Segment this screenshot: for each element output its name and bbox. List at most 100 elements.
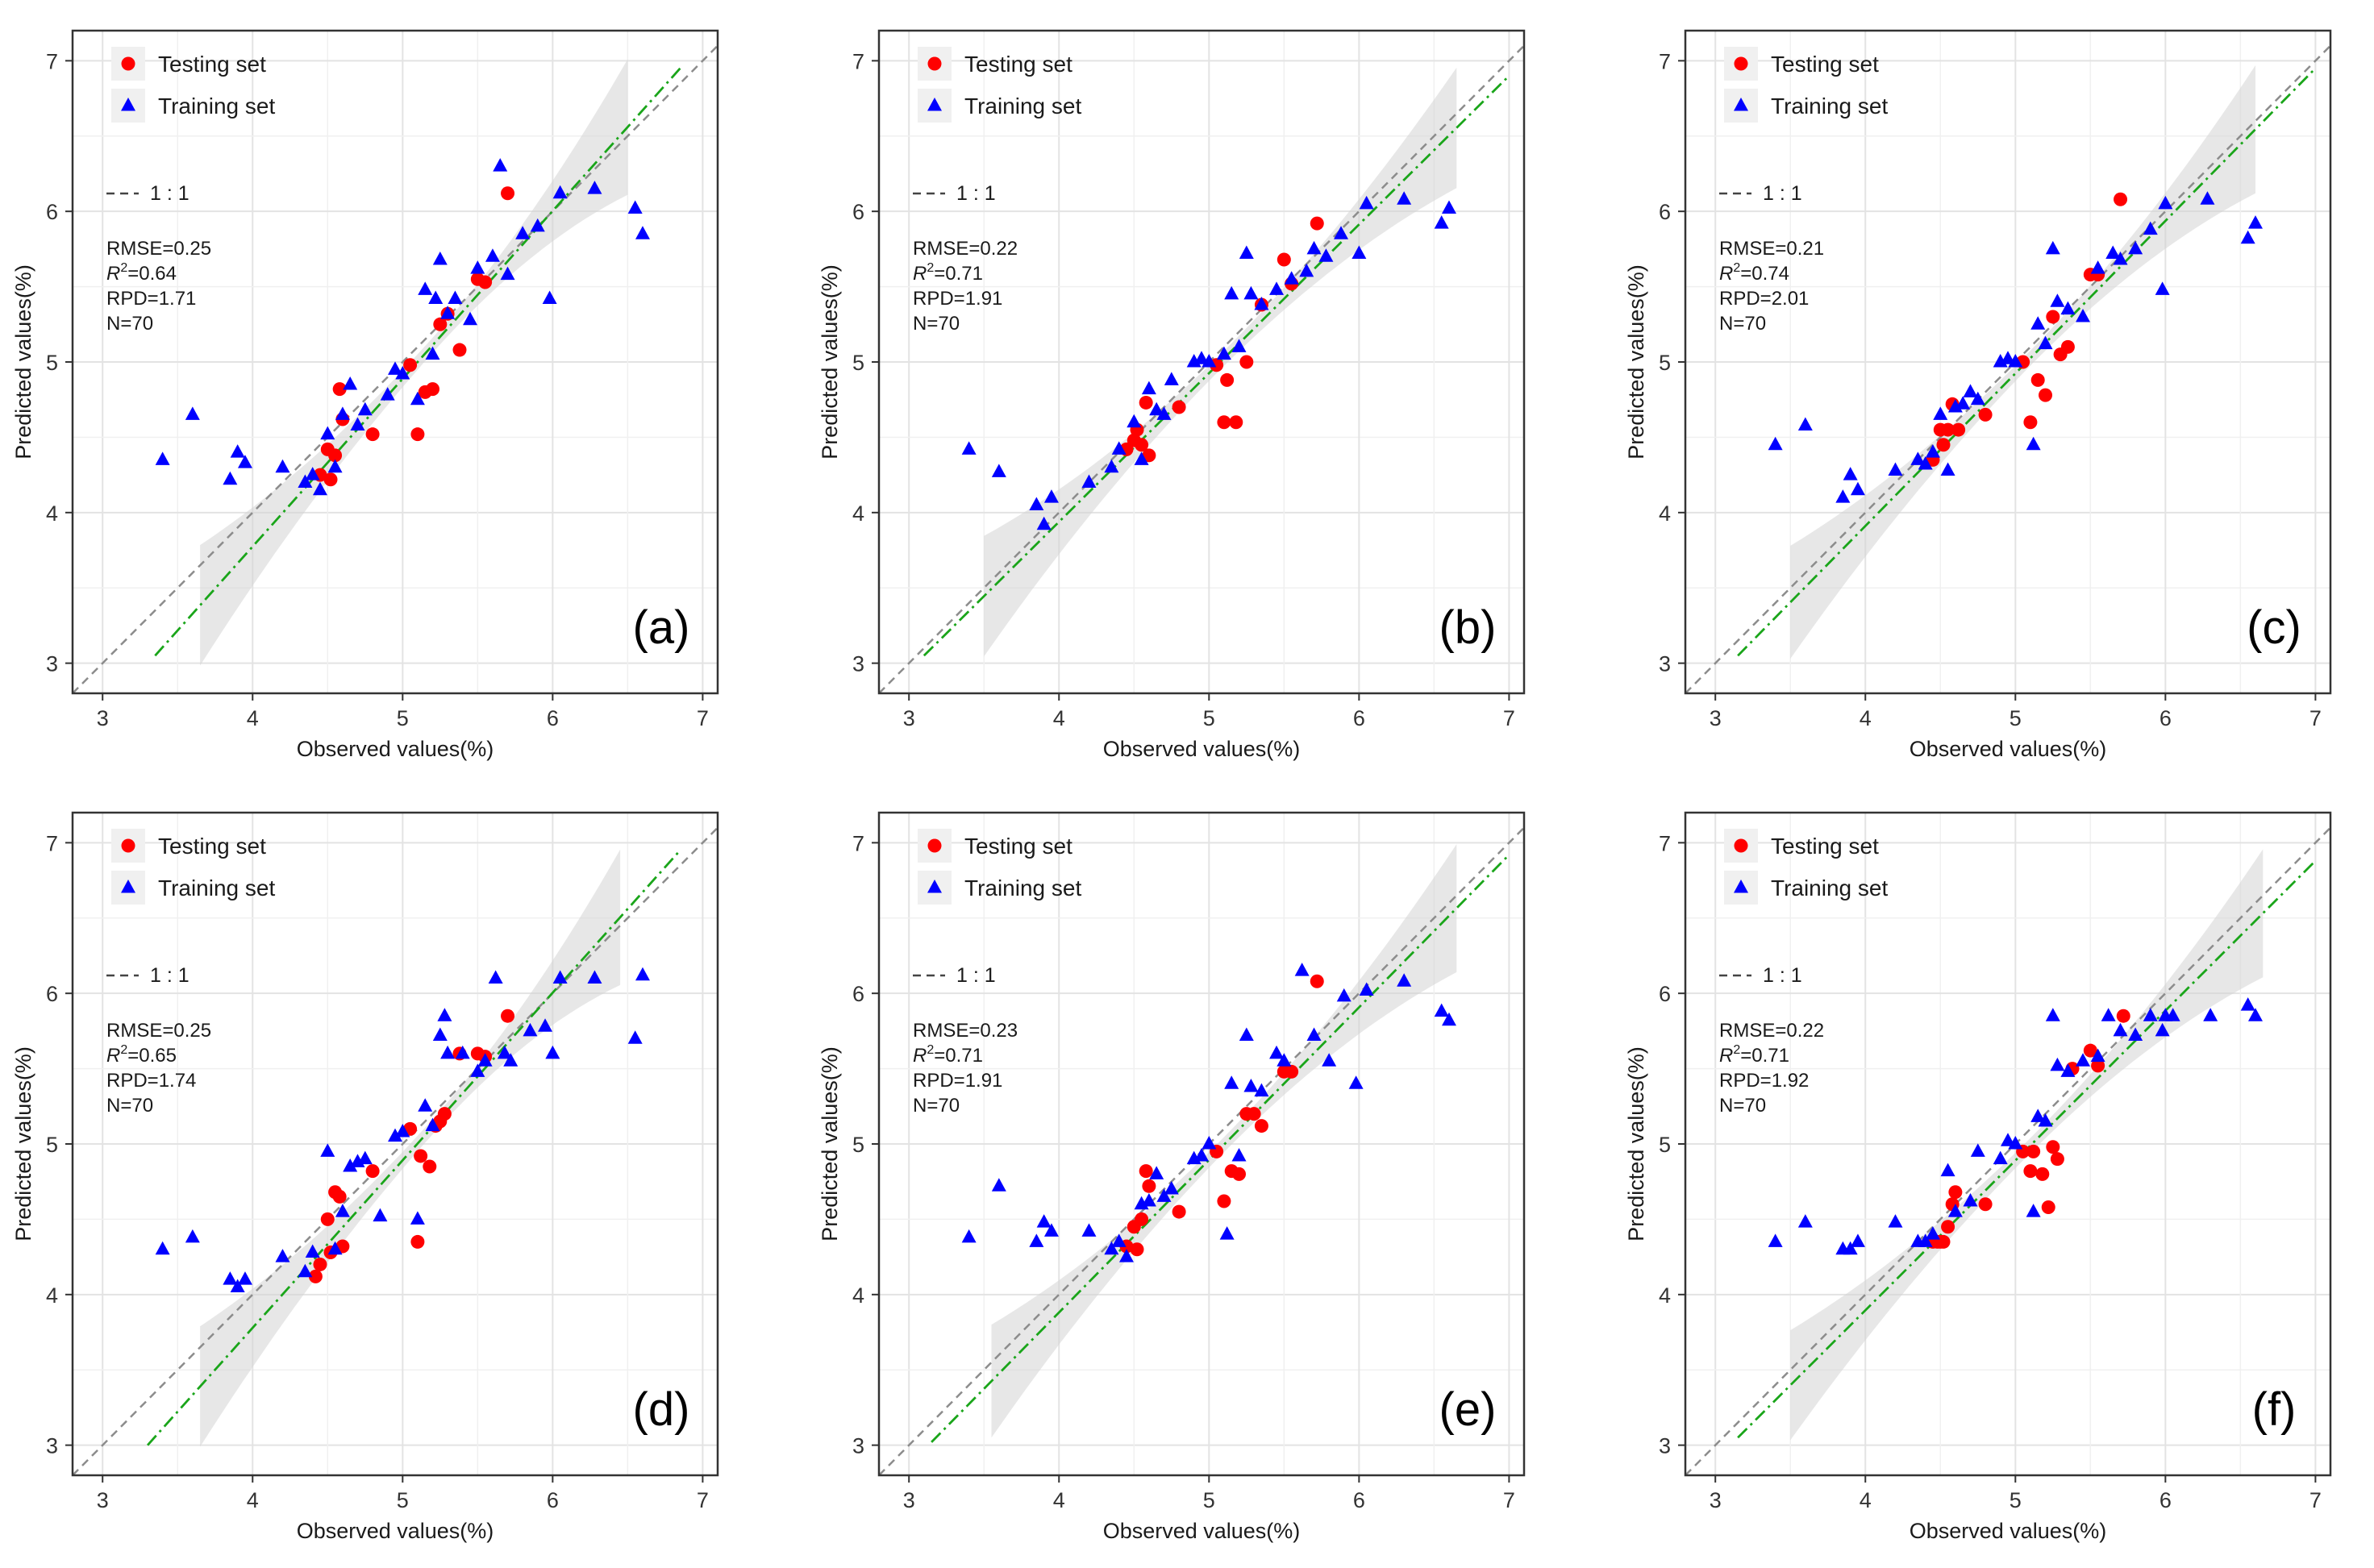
training-set-point [1348, 1075, 1364, 1089]
testing-set-point [2046, 1140, 2060, 1154]
stat-text: RPD=1.92 [1719, 1070, 1809, 1092]
legend-label-training: Training set [964, 876, 1081, 900]
x-tick-label: 4 [247, 706, 259, 730]
legend-label-training: Training set [158, 94, 275, 119]
training-set-point [1043, 489, 1059, 503]
testing-set-point [1254, 1119, 1268, 1133]
training-set-point [1141, 1192, 1156, 1207]
testing-set-point [2046, 310, 2060, 324]
stat-text: N=70 [1719, 313, 1766, 335]
training-set-point [335, 406, 350, 420]
testing-set-point [437, 1107, 452, 1121]
plot-area [1685, 826, 2330, 1475]
training-set-point [991, 1178, 1006, 1192]
training-set-point [1219, 1226, 1235, 1240]
x-tick-label: 5 [2010, 1488, 2022, 1512]
x-tick-label: 3 [1710, 1488, 1722, 1512]
training-set-point [1441, 200, 1456, 214]
training-set-point [627, 1030, 643, 1044]
y-tick-label: 3 [852, 652, 864, 676]
training-set-point [155, 451, 170, 465]
training-set-point [343, 376, 358, 390]
stat-text: RPD=1.74 [106, 1070, 196, 1092]
training-set-point [1918, 456, 1933, 470]
training-set-point [2030, 1108, 2046, 1122]
training-set-point [275, 459, 290, 473]
y-axis-label: Predicted values(%) [11, 264, 35, 460]
testing-set-point [478, 275, 493, 289]
training-set-point [1933, 406, 1948, 420]
training-set-point [1254, 1083, 1269, 1097]
x-tick-label: 7 [1503, 1488, 1515, 1512]
y-tick-label: 4 [46, 1283, 58, 1308]
legend-marker-testing [927, 56, 942, 71]
grid [879, 813, 1524, 1475]
training-set-point [493, 158, 508, 172]
testing-set-point [433, 317, 448, 331]
testing-set-point [1139, 1164, 1153, 1179]
training-set-point [455, 1045, 470, 1059]
training-set-point [343, 1158, 358, 1172]
training-set-point [1164, 372, 1179, 385]
y-axis-label: Predicted values(%) [818, 264, 842, 460]
panel-label: (b) [1439, 601, 1497, 654]
stat-text: RMSE=0.22 [913, 238, 1018, 260]
x-tick-label: 6 [1353, 706, 1365, 730]
training-set-point [1284, 271, 1299, 285]
x-tick-label: 5 [1203, 706, 1215, 730]
training-set-point [2045, 1008, 2060, 1021]
training-set-point [1910, 451, 1926, 465]
training-set-point [1850, 1233, 1865, 1247]
testing-set-point [365, 427, 380, 442]
training-set-point [635, 226, 650, 239]
testing-set-point [328, 448, 343, 463]
legend-marker-training [121, 98, 135, 111]
x-tick-label: 6 [2160, 1488, 2172, 1512]
training-set-point [1149, 401, 1164, 416]
legend-marker-training [927, 98, 942, 111]
testing-set-point [1139, 395, 1153, 410]
training-set-point [237, 455, 252, 468]
training-set-point [1036, 1214, 1052, 1228]
training-set-point [523, 1022, 538, 1037]
training-set-points [961, 191, 1456, 530]
training-set-point [320, 426, 335, 440]
training-set-point [425, 346, 440, 360]
x-tick-label: 3 [1710, 706, 1722, 730]
y-tick-label: 4 [852, 501, 864, 526]
testing-set-point [365, 1164, 380, 1179]
testing-set-point [1135, 438, 1149, 452]
plot-area [879, 826, 1524, 1475]
stat-text: RMSE=0.25 [106, 1020, 211, 1042]
training-set-point [627, 200, 643, 214]
training-set-point [155, 1241, 170, 1255]
training-set-point [477, 1053, 493, 1067]
stat-text: N=70 [106, 1095, 153, 1117]
testing-set-point [410, 1234, 425, 1249]
testing-set-point [2083, 1043, 2097, 1058]
training-set-point [991, 464, 1006, 477]
training-set-point [1118, 1249, 1134, 1262]
testing-set-point [308, 1269, 323, 1283]
training-set-point [335, 1204, 350, 1217]
x-tick-label: 7 [2309, 706, 2322, 730]
testing-set-point [1978, 1197, 1993, 1212]
plot-area [1685, 44, 2330, 693]
training-set-point [2101, 1008, 2116, 1021]
stat-text: R2=0.71 [1719, 1043, 1789, 1067]
training-set-point [2128, 1027, 2143, 1041]
x-tick-label: 7 [2309, 1488, 2322, 1512]
stat-text: RMSE=0.22 [1719, 1020, 1824, 1042]
testing-set-points [1119, 216, 1324, 463]
training-set-point [357, 401, 373, 416]
training-set-point [2008, 354, 2023, 368]
training-set-point [2128, 240, 2143, 255]
x-axis-label: Observed values(%) [1103, 1519, 1301, 1543]
one-to-one-line [73, 826, 718, 1475]
training-set-point [1441, 1012, 1456, 1026]
training-set-point [1940, 462, 1955, 476]
training-set-point [223, 1271, 238, 1285]
training-set-point [2050, 293, 2065, 307]
one-to-one-line [1685, 826, 2330, 1475]
training-set-point [463, 311, 478, 326]
